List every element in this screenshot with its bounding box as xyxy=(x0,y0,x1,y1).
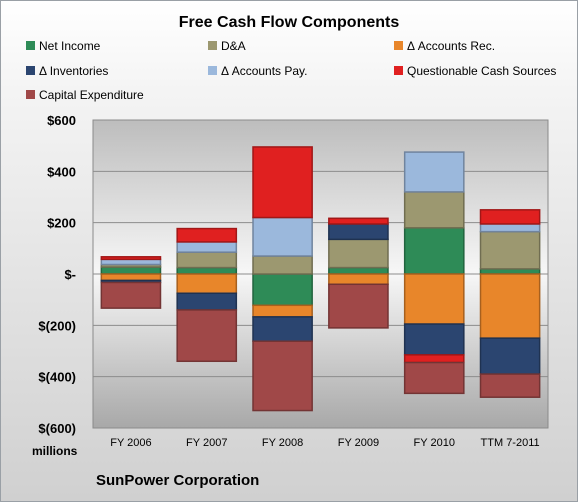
bar-segment xyxy=(252,146,313,219)
bar-segment xyxy=(176,266,238,275)
bar-segment xyxy=(252,304,313,318)
bar-segment xyxy=(403,354,465,364)
bar-segment xyxy=(100,266,162,275)
bar-segment xyxy=(328,283,389,329)
bar-segment xyxy=(403,323,465,356)
bar-segment xyxy=(176,241,238,253)
bar-segment xyxy=(479,373,541,398)
bar-segment xyxy=(176,251,238,269)
x-tick-label: FY 2007 xyxy=(186,437,227,449)
x-tick-label: TTM 7-2011 xyxy=(481,437,540,449)
x-tick-label: FY 2008 xyxy=(262,437,303,449)
legend-label-questionable-cash-sources: Questionable Cash Sources xyxy=(407,64,557,78)
legend-swatch-capital-expenditure xyxy=(26,90,35,100)
legend-swatch-questionable-cash-sources xyxy=(394,66,403,76)
bar-segment xyxy=(328,223,389,241)
bar-segment xyxy=(403,273,465,325)
bar-segment xyxy=(479,209,541,225)
legend-label-inventories: Δ Inventories xyxy=(39,64,109,78)
bar-segment xyxy=(328,266,389,275)
chart-title: Free Cash Flow Components xyxy=(178,14,400,31)
legend-label-accounts-rec: Δ Accounts Rec. xyxy=(407,39,496,53)
y-tick-label: $- xyxy=(64,267,76,282)
bar-segment xyxy=(252,340,313,412)
bar-segment xyxy=(100,281,162,309)
legend-label-accounts-pay: Δ Accounts Pay. xyxy=(221,64,308,78)
bar-segment xyxy=(176,292,238,311)
bar-segment xyxy=(176,227,238,243)
y-tick-label: $(200) xyxy=(38,318,76,333)
bar-segment xyxy=(100,258,162,266)
legend-item-capital-expenditure: Capital Expenditure xyxy=(26,88,144,102)
x-tick-label: FY 2009 xyxy=(338,437,379,449)
legend-swatch-net-income xyxy=(26,41,35,51)
bar-segment xyxy=(403,227,465,275)
bar-segment xyxy=(403,151,465,193)
bar-segment xyxy=(252,255,313,275)
units-label: millions xyxy=(32,444,78,458)
bar-segment xyxy=(328,273,389,286)
bar-segment xyxy=(479,273,541,339)
legend-swatch-da xyxy=(208,41,217,51)
legend-item-inventories: Δ Inventories xyxy=(26,64,108,78)
bar-segment xyxy=(176,273,238,294)
legend-item-da: D&A xyxy=(208,39,246,53)
bar-segment xyxy=(176,309,238,363)
bar-segment xyxy=(100,273,162,282)
y-tick-label: $600 xyxy=(47,113,76,128)
x-tick-label: FY 2006 xyxy=(110,437,151,449)
legend-label-da: D&A xyxy=(221,39,246,53)
bar-segment xyxy=(403,361,465,395)
bar-segment xyxy=(252,316,313,342)
legend-swatch-accounts-rec xyxy=(394,41,403,51)
legend-item-questionable-cash-sources: Questionable Cash Sources xyxy=(394,64,556,78)
bar-segment xyxy=(403,191,465,229)
y-tick-label: $400 xyxy=(47,164,76,179)
legend-label-net-income: Net Income xyxy=(39,39,101,53)
bar-segment xyxy=(479,223,541,233)
y-tick-label: $(600) xyxy=(38,421,76,436)
bar-segment xyxy=(100,256,162,261)
x-tick-label: FY 2010 xyxy=(414,437,455,449)
y-tick-label: $200 xyxy=(47,216,76,231)
bar-segment xyxy=(328,217,389,225)
bar-segment xyxy=(252,273,313,307)
legend-item-accounts-pay: Δ Accounts Pay. xyxy=(208,64,308,78)
bar-segment xyxy=(252,216,313,257)
bar-segment xyxy=(479,268,541,275)
legend-item-accounts-rec: Δ Accounts Rec. xyxy=(394,39,495,53)
company-label: SunPower Corporation xyxy=(96,472,260,489)
y-tick-label: $(400) xyxy=(38,370,76,385)
legend-item-net-income: Net Income xyxy=(26,39,100,53)
bar-segment xyxy=(479,230,541,270)
legend-swatch-accounts-pay xyxy=(208,66,217,76)
bar-segment xyxy=(479,337,541,375)
legend-swatch-inventories xyxy=(26,66,35,76)
legend-label-capital-expenditure: Capital Expenditure xyxy=(39,88,144,102)
bar-segment xyxy=(328,238,389,269)
